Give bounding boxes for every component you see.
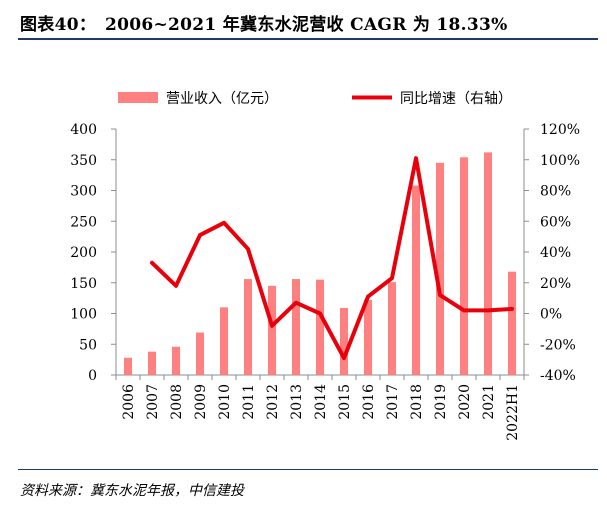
- x-tick-label: 2017: [385, 384, 401, 420]
- line-series: [150, 156, 514, 361]
- revenue-bar: [292, 279, 300, 375]
- left-tick-label: 350: [70, 153, 97, 169]
- x-tick-label: 2022H1: [505, 384, 521, 441]
- x-tick-label: 2018: [409, 384, 425, 420]
- revenue-bar: [316, 279, 324, 375]
- legend-bar-label: 营业收入（亿元）: [166, 91, 278, 107]
- bar-series: [124, 152, 516, 375]
- x-tick-label: 2013: [289, 384, 305, 420]
- source-rule: [18, 469, 598, 470]
- left-tick-label: 250: [70, 214, 97, 230]
- right-tick-label: 40%: [540, 245, 571, 261]
- right-tick-label: 60%: [540, 214, 571, 230]
- left-tick-label: 150: [70, 276, 97, 292]
- x-tick-label: 2010: [217, 384, 233, 420]
- legend: 营业收入（亿元） 同比增速（右轴）: [118, 91, 512, 107]
- legend-bar-swatch: [118, 92, 158, 103]
- left-tick-label: 0: [88, 368, 97, 384]
- x-tick-label: 2019: [433, 384, 449, 420]
- x-tick-label: 2015: [337, 384, 353, 420]
- x-tick-label: 2009: [193, 384, 209, 420]
- right-tick-label: 0%: [540, 307, 562, 323]
- tick-labels: 0 50 100 150 200 250 300 350 400 -40% -20% 0% 20% 40%…: [70, 122, 580, 441]
- right-tick-label: 120%: [540, 122, 580, 138]
- x-tick-label: 2016: [361, 384, 377, 420]
- revenue-bar: [268, 285, 276, 375]
- right-tick-label: -40%: [540, 368, 576, 384]
- legend-line-label: 同比增速（右轴）: [400, 91, 512, 107]
- growth-line: [150, 156, 514, 361]
- revenue-bar: [244, 279, 252, 375]
- right-tick-label: -20%: [540, 337, 576, 353]
- right-tick-label: 80%: [540, 184, 571, 200]
- x-tick-label: 2007: [145, 384, 161, 420]
- revenue-bar: [172, 346, 180, 375]
- left-tick-label: 200: [70, 245, 97, 261]
- right-tick-label: 100%: [540, 153, 580, 169]
- left-tick-label: 100: [70, 307, 97, 323]
- revenue-bar: [436, 162, 444, 375]
- left-tick-label: 50: [79, 337, 97, 353]
- revenue-bar: [148, 351, 156, 375]
- left-tick-label: 300: [70, 184, 97, 200]
- chart-title: 图表40： 2006~2021 年冀东水泥营收 CAGR 为 18.33%: [20, 15, 508, 35]
- revenue-bar: [364, 299, 372, 375]
- left-tick-label: 400: [70, 122, 97, 138]
- x-tick-label: 2014: [313, 384, 329, 420]
- revenue-bar: [412, 185, 420, 375]
- revenue-bar: [388, 282, 396, 375]
- x-tick-label: 2012: [265, 384, 281, 420]
- revenue-bar: [460, 157, 468, 375]
- revenue-bar: [508, 271, 516, 375]
- x-tick-label: 2020: [457, 384, 473, 420]
- x-tick-label: 2006: [121, 384, 137, 420]
- revenue-bar: [196, 332, 204, 375]
- right-tick-label: 20%: [540, 276, 571, 292]
- title-rule: [18, 38, 598, 40]
- x-tick-label: 2021: [481, 384, 497, 420]
- revenue-bar: [340, 307, 348, 375]
- revenue-bar: [484, 152, 492, 375]
- revenue-bar: [220, 307, 228, 375]
- source-note: 资料来源：冀东水泥年报，中信建投: [20, 483, 244, 499]
- x-tick-label: 2011: [241, 384, 257, 420]
- revenue-bar: [124, 357, 132, 375]
- x-tick-label: 2008: [169, 384, 185, 420]
